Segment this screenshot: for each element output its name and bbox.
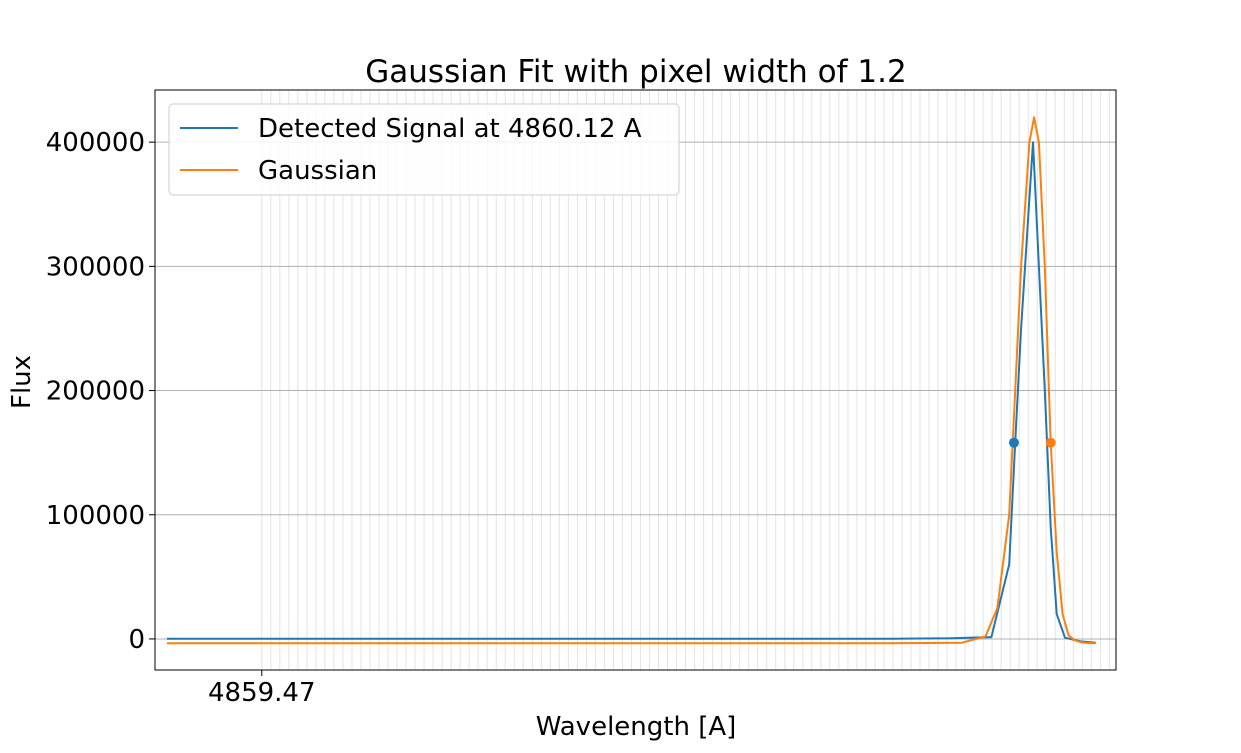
legend-label-gaussian: Gaussian (258, 156, 377, 186)
chart-title: Gaussian Fit with pixel width of 1.2 (365, 54, 906, 90)
marker-layer (1008, 437, 1056, 448)
y-tick-label: 200000 (46, 377, 145, 407)
legend: Detected Signal at 4860.12 A Gaussian (168, 103, 680, 196)
series-layer (166, 116, 1096, 645)
y-tick-label: 400000 (46, 128, 145, 158)
series-line-gaussian (166, 116, 1096, 645)
y-tick-label: 0 (128, 625, 145, 655)
plot-frame (154, 89, 1117, 671)
marker-gaussian (1045, 437, 1056, 448)
legend-label-detected-signal: Detected Signal at 4860.12 A (258, 114, 642, 144)
y-tick-label: 300000 (46, 252, 145, 282)
y-axis-ticks: 0 100000 200000 300000 400000 (46, 128, 155, 655)
x-axis-ticks: 4859.47 (208, 670, 316, 708)
series-line-detected-signal (166, 141, 1096, 644)
legend-box (168, 103, 680, 196)
y-tick-label: 100000 (46, 501, 145, 531)
marker-detected-signal (1008, 437, 1019, 448)
major-gridlines (155, 141, 1116, 640)
y-axis-label: Flux (7, 355, 37, 409)
x-tick-label: 4859.47 (208, 678, 316, 708)
x-axis-label: Wavelength [A] (536, 712, 737, 742)
